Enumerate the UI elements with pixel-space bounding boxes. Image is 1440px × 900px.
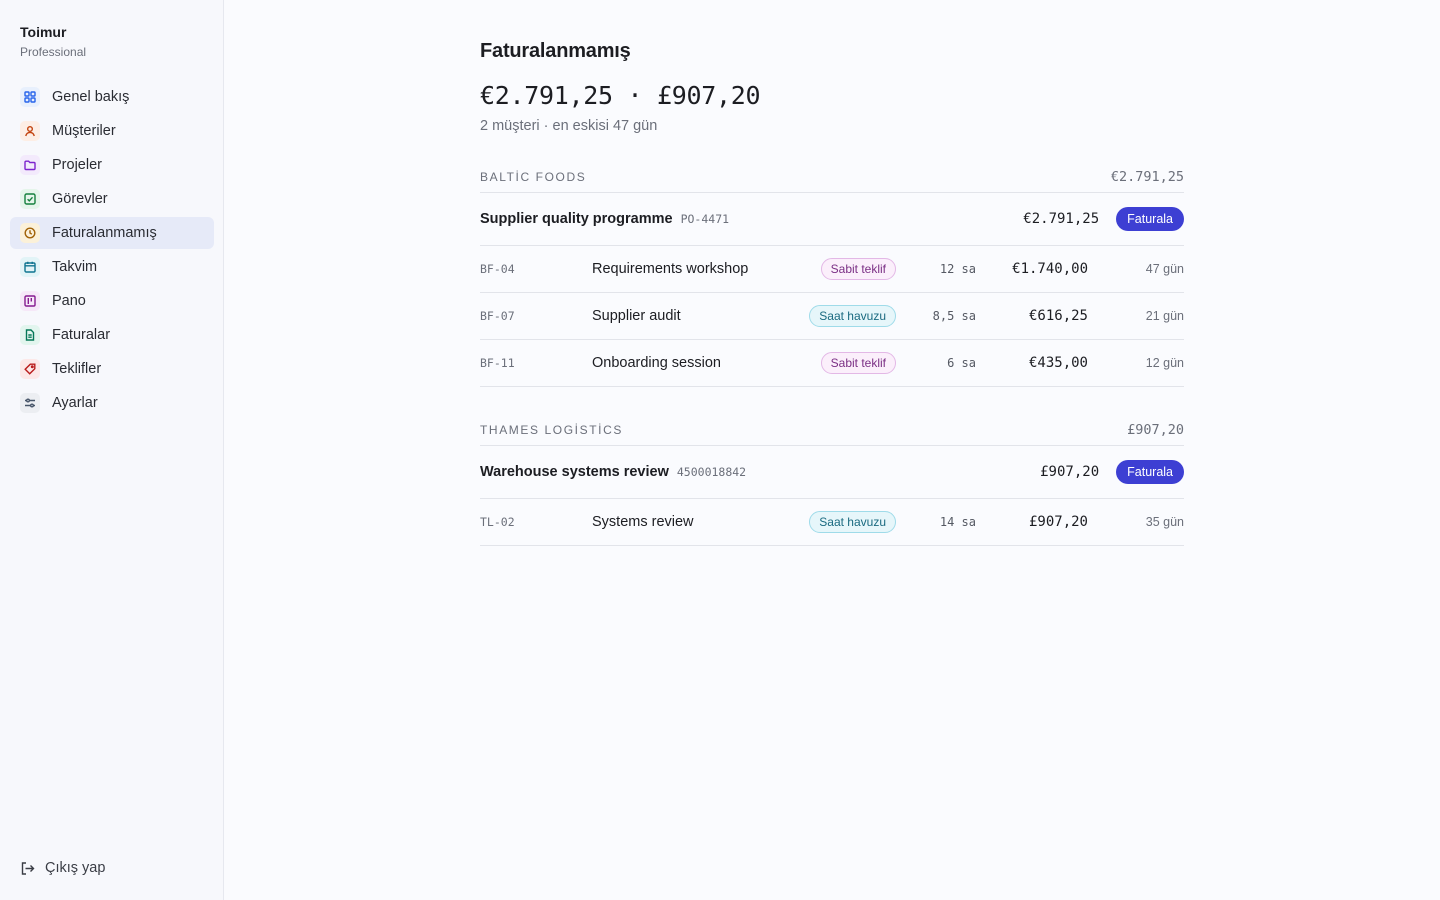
brand: Toimur Professional bbox=[20, 24, 86, 59]
task-name: Systems review bbox=[592, 514, 694, 530]
task-amount: €616,25 bbox=[1028, 308, 1088, 324]
sidebar-item-pano[interactable]: Pano bbox=[10, 285, 214, 317]
sidebar-item-label: Projeler bbox=[52, 157, 102, 173]
client-header: BALTİC FOODS €2.791,25 bbox=[480, 161, 1184, 193]
page-title: Faturalanmamış bbox=[480, 40, 631, 62]
project-po: PO-4471 bbox=[680, 212, 730, 226]
billing-type-badge: Sabit teklif bbox=[820, 258, 896, 280]
task-name: Supplier audit bbox=[592, 308, 681, 324]
billing-type-badge: Saat havuzu bbox=[809, 305, 896, 327]
task-hours: 14 sa bbox=[939, 515, 976, 529]
document-icon bbox=[20, 325, 40, 345]
sliders-icon bbox=[20, 393, 40, 413]
project-name: Supplier quality programme bbox=[480, 211, 673, 227]
client-group: THAMES LOGİSTİCS £907,20 Warehouse syste… bbox=[480, 414, 1184, 546]
task-age: 35 gün bbox=[1145, 515, 1184, 529]
task-code: BF-11 bbox=[480, 356, 515, 370]
task-age: 12 gün bbox=[1145, 356, 1184, 370]
task-code: BF-04 bbox=[480, 262, 515, 276]
sidebar-item-takvim[interactable]: Takvim bbox=[10, 251, 214, 283]
sidebar-item-musteriler[interactable]: Müşteriler bbox=[10, 115, 214, 147]
sidebar-item-label: Faturalar bbox=[52, 327, 111, 343]
task-row[interactable]: BF-07 Supplier audit Saat havuzu 8,5 sa … bbox=[480, 293, 1184, 340]
sidebar-item-ayarlar[interactable]: Ayarlar bbox=[10, 387, 214, 419]
sidebar-item-label: Teklifler bbox=[52, 361, 102, 377]
task-code: TL-02 bbox=[480, 515, 515, 529]
main-content: Faturalanmamış €2.791,25 · £907,20 2 müş… bbox=[480, 40, 1184, 546]
sidebar-item-label: Görevler bbox=[52, 191, 108, 207]
client-total: £907,20 bbox=[1127, 421, 1184, 438]
tag-icon bbox=[20, 359, 40, 379]
brand-plan: Professional bbox=[20, 45, 87, 59]
invoice-button[interactable]: Faturala bbox=[1116, 460, 1184, 484]
client-name: BALTİC FOODS bbox=[480, 169, 587, 184]
sidebar: Toimur Professional Genel bakış Müşteril… bbox=[0, 0, 224, 900]
sidebar-item-label: Müşteriler bbox=[52, 123, 116, 139]
sidebar-item-label: Genel bakış bbox=[52, 89, 130, 105]
task-amount: £907,20 bbox=[1028, 514, 1088, 530]
client-total: €2.791,25 bbox=[1110, 168, 1184, 185]
invoice-button[interactable]: Faturala bbox=[1116, 207, 1184, 231]
task-name: Onboarding session bbox=[592, 355, 721, 371]
task-row[interactable]: BF-11 Onboarding session Sabit teklif 6 … bbox=[480, 340, 1184, 387]
billing-type-badge: Saat havuzu bbox=[809, 511, 896, 533]
sidebar-item-label: Takvim bbox=[52, 259, 98, 275]
client-header: THAMES LOGİSTİCS £907,20 bbox=[480, 414, 1184, 446]
sidebar-item-gorevler[interactable]: Görevler bbox=[10, 183, 214, 215]
task-age: 47 gün bbox=[1145, 262, 1184, 276]
calendar-icon bbox=[20, 257, 40, 277]
summary-subtitle: 2 müşteri · en eskisi 47 gün bbox=[480, 118, 658, 134]
user-icon bbox=[20, 121, 40, 141]
totals: €2.791,25 · £907,20 bbox=[480, 81, 761, 110]
checkbox-icon bbox=[20, 189, 40, 209]
task-hours: 12 sa bbox=[939, 262, 976, 276]
sidebar-item-label: Pano bbox=[52, 293, 86, 309]
task-hours: 6 sa bbox=[947, 356, 976, 370]
billing-type-badge: Sabit teklif bbox=[820, 352, 896, 374]
logout-label: Çıkış yap bbox=[45, 860, 106, 876]
logout-button[interactable]: Çıkış yap bbox=[20, 860, 105, 876]
project-row: Warehouse systems review 4500018842 £907… bbox=[480, 446, 1184, 499]
task-row[interactable]: BF-04 Requirements workshop Sabit teklif… bbox=[480, 246, 1184, 293]
project-amount: £907,20 bbox=[1040, 464, 1100, 480]
sidebar-item-label: Faturalanmamış bbox=[52, 225, 157, 241]
sidebar-item-faturalanmamis[interactable]: Faturalanmamış bbox=[10, 217, 214, 249]
project-amount: €2.791,25 bbox=[1023, 211, 1100, 227]
brand-name: Toimur bbox=[20, 24, 67, 40]
sidebar-item-teklifler[interactable]: Teklifler bbox=[10, 353, 214, 385]
client-name: THAMES LOGİSTİCS bbox=[480, 422, 623, 437]
task-code: BF-07 bbox=[480, 309, 515, 323]
task-age: 21 gün bbox=[1145, 309, 1184, 323]
grid-icon bbox=[20, 87, 40, 107]
client-group: BALTİC FOODS €2.791,25 Supplier quality … bbox=[480, 161, 1184, 387]
kanban-icon bbox=[20, 291, 40, 311]
folder-icon bbox=[20, 155, 40, 175]
task-amount: €435,00 bbox=[1028, 355, 1088, 371]
task-amount: €1.740,00 bbox=[1012, 261, 1088, 277]
project-name: Warehouse systems review bbox=[480, 464, 669, 480]
task-hours: 8,5 sa bbox=[932, 309, 976, 323]
sidebar-item-label: Ayarlar bbox=[52, 395, 98, 411]
project-po: 4500018842 bbox=[676, 465, 747, 479]
sidebar-item-projeler[interactable]: Projeler bbox=[10, 149, 214, 181]
clock-icon bbox=[20, 223, 40, 243]
sidebar-nav: Genel bakış Müşteriler Projeler Görevler… bbox=[10, 81, 214, 421]
project-row: Supplier quality programme PO-4471 €2.79… bbox=[480, 193, 1184, 246]
sidebar-item-faturalar[interactable]: Faturalar bbox=[10, 319, 214, 351]
sidebar-item-genel-bakis[interactable]: Genel bakış bbox=[10, 81, 214, 113]
logout-icon bbox=[21, 861, 35, 875]
task-name: Requirements workshop bbox=[592, 261, 749, 277]
task-row[interactable]: TL-02 Systems review Saat havuzu 14 sa £… bbox=[480, 499, 1184, 546]
